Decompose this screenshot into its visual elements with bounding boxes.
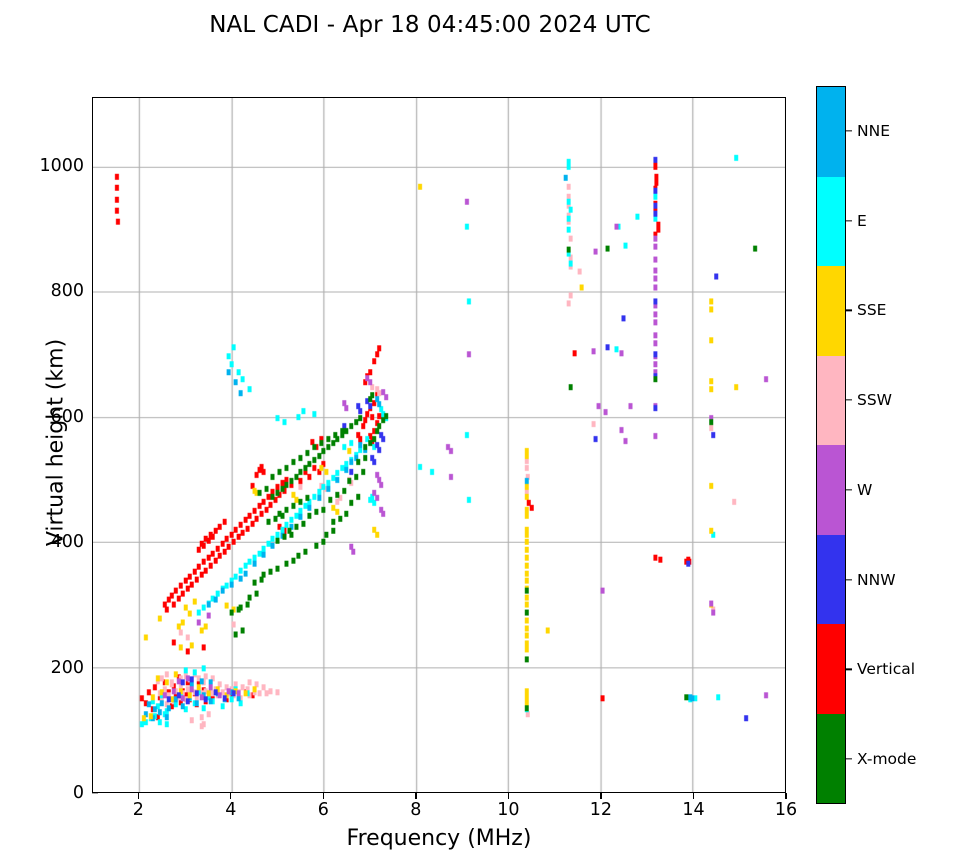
colorbar-segment-vertical: [817, 624, 845, 714]
colorbar: [816, 86, 846, 804]
colorbar-tick-label-nne: NNE: [857, 121, 890, 140]
x-tick-mark: [322, 793, 324, 799]
colorbar-tick-mark: [846, 399, 852, 401]
y-tick-label: 0: [72, 783, 84, 803]
colorbar-segment-x-mode: [817, 713, 845, 803]
colorbar-tick-label-e: E: [857, 211, 867, 230]
colorbar-ticks: NNE E SSE SSW W NNW Vertical X-mode: [846, 86, 956, 804]
y-axis-ticks: 0 200 400 600 800 1000: [22, 97, 98, 803]
x-tick-label: 8: [410, 800, 422, 820]
colorbar-segment-e: [817, 176, 845, 266]
colorbar-tick-label-nnw: NNW: [857, 570, 896, 589]
colorbar-segment-nne: [817, 87, 845, 177]
x-tick-mark: [230, 793, 232, 799]
colorbar-tick-label-x-mode: X-mode: [857, 750, 917, 769]
x-tick-mark: [600, 793, 602, 799]
colorbar-tick-label-vertical: Vertical: [857, 660, 916, 679]
y-tick-label: 800: [50, 281, 84, 302]
x-tick-label: 4: [225, 800, 237, 820]
plot-axes-area: [92, 97, 786, 793]
x-tick-label: 10: [497, 800, 520, 820]
y-tick-label: 200: [50, 657, 84, 678]
colorbar-tick-mark: [846, 219, 852, 222]
colorbar-segment-ssw: [817, 355, 845, 445]
x-tick-label: 2: [132, 800, 144, 820]
colorbar-segment-w: [817, 445, 845, 535]
colorbar-tick-mark: [846, 489, 852, 491]
colorbar-tick-label-ssw: SSW: [857, 391, 893, 410]
colorbar-tick-mark: [846, 578, 852, 581]
y-axis-label: Virtual height (km): [43, 338, 69, 547]
x-tick-label: 14: [682, 800, 705, 820]
x-axis-label: Frequency (MHz): [346, 826, 532, 851]
x-tick-mark: [137, 793, 139, 799]
y-tick-mark: [92, 792, 98, 794]
y-tick-label: 1000: [39, 155, 84, 176]
colorbar-tick-mark: [846, 758, 852, 760]
scatter-data-layer: [93, 98, 785, 792]
x-tick-mark: [507, 793, 510, 799]
x-tick-label: 12: [589, 800, 613, 820]
page-title: NAL CADI - Apr 18 04:45:00 2024 UTC: [209, 12, 651, 38]
x-tick-label: 6: [317, 800, 329, 820]
colorbar-tick-mark: [846, 668, 852, 671]
colorbar-tick-mark: [846, 130, 852, 132]
x-axis-ticks: 2 4 6 8 10 12 14 16: [92, 793, 797, 828]
colorbar-tick-label-w: W: [857, 480, 873, 499]
x-tick-mark: [785, 793, 787, 799]
colorbar-tick-mark: [846, 309, 852, 312]
colorbar-segment-sse: [817, 266, 845, 356]
x-tick-label: 16: [774, 800, 798, 820]
colorbar-segment-nnw: [817, 534, 845, 624]
colorbar-tick-label-sse: SSE: [857, 301, 887, 320]
x-tick-mark: [415, 793, 417, 799]
y-tick-label: 400: [50, 532, 84, 553]
x-tick-mark: [692, 793, 695, 799]
y-tick-label: 600: [50, 406, 84, 427]
